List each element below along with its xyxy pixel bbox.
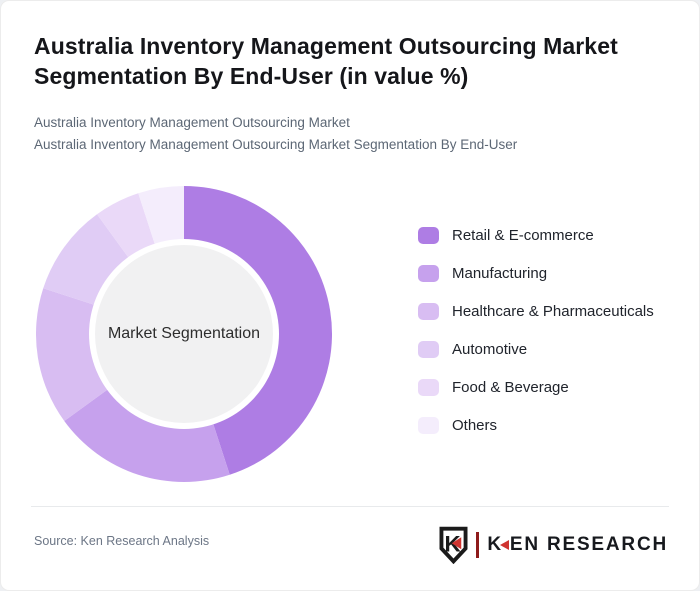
legend-item: Retail & E-commerce bbox=[418, 227, 654, 244]
footer-divider bbox=[31, 506, 669, 507]
legend-swatch-icon bbox=[418, 227, 439, 244]
legend-label: Food & Beverage bbox=[452, 379, 569, 396]
chart-legend: Retail & E-commerce Manufacturing Healthca… bbox=[418, 227, 654, 455]
legend-item: Food & Beverage bbox=[418, 379, 654, 396]
legend-swatch-icon bbox=[418, 303, 439, 320]
shield-red-triangle-icon bbox=[452, 537, 462, 550]
legend-item: Healthcare & Pharmaceuticals bbox=[418, 303, 654, 320]
legend-swatch-icon bbox=[418, 417, 439, 434]
logo-separator-bar bbox=[476, 532, 480, 558]
legend-swatch-icon bbox=[418, 379, 439, 396]
wordmark-rest: EN RESEARCH bbox=[509, 534, 668, 555]
svg-text:K: K bbox=[445, 531, 461, 556]
subtitle: Australia Inventory Management Outsourci… bbox=[34, 112, 517, 156]
subtitle-line-1: Australia Inventory Management Outsourci… bbox=[34, 115, 350, 130]
source-text: Source: Ken Research Analysis bbox=[34, 534, 210, 548]
legend-item: Others bbox=[418, 417, 654, 434]
donut-chart: Market Segmentation bbox=[36, 186, 332, 482]
donut-svg bbox=[36, 186, 332, 482]
ken-research-logo: K K EN RESEARCH bbox=[438, 524, 668, 566]
subtitle-line-2: Australia Inventory Management Outsourci… bbox=[34, 137, 518, 152]
legend-label: Others bbox=[452, 417, 498, 434]
legend-label: Retail & E-commerce bbox=[452, 227, 594, 244]
legend-swatch-icon bbox=[418, 265, 439, 282]
legend-item: Automotive bbox=[418, 341, 654, 358]
legend-label: Automotive bbox=[452, 341, 528, 358]
wordmark-k: K bbox=[487, 534, 503, 555]
legend-label: Healthcare & Pharmaceuticals bbox=[452, 303, 654, 320]
wordmark-red-triangle-icon bbox=[499, 540, 509, 550]
logo-wordmark: K EN RESEARCH bbox=[487, 534, 668, 556]
legend-item: Manufacturing bbox=[418, 265, 654, 282]
legend-label: Manufacturing bbox=[452, 265, 548, 282]
legend-swatch-icon bbox=[418, 341, 439, 358]
donut-hole bbox=[95, 245, 273, 423]
shield-logo-icon: K bbox=[439, 526, 468, 564]
page-title: Australia Inventory Management Outsourci… bbox=[34, 33, 618, 89]
